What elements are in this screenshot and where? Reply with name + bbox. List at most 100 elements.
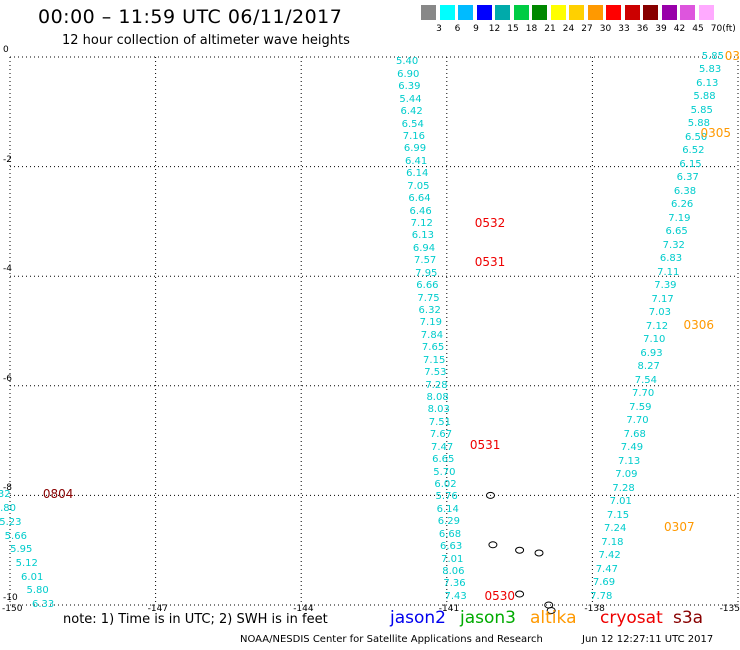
wave-height-value: 7.59 (629, 401, 652, 413)
legend-swatch (606, 5, 621, 20)
satellite-s3a: s3a (673, 608, 704, 628)
legend-swatch (550, 5, 566, 20)
generated-timestamp: Jun 12 12:27:11 UTC 2017 (582, 634, 714, 645)
wave-height-value: 6.13 (411, 230, 435, 242)
satellite-jason2: jason2 (390, 608, 446, 628)
island-outline (515, 546, 525, 554)
pass-time-label: 0531 (469, 438, 501, 453)
map-grid (9, 56, 739, 614)
legend-tick-label: 45 (692, 24, 704, 34)
wave-height-value: 6.39 (398, 81, 421, 93)
legend-swatch (495, 5, 510, 20)
wave-height-value: 5.88 (687, 118, 711, 130)
legend-swatch (587, 5, 603, 20)
legend-swatch (624, 5, 640, 20)
wave-height-value: 6.38 (673, 185, 697, 197)
wave-height-value: 5.80 (26, 585, 49, 597)
island-outline (534, 549, 544, 557)
wave-height-value: 5.12 (15, 557, 38, 569)
latitude-tick-label: -6 (3, 373, 12, 384)
wave-height-value: 7.19 (419, 317, 442, 329)
latitude-tick-label: -10 (3, 593, 18, 603)
wave-height-value: 7.54 (634, 374, 658, 386)
legend-unit: (ft) (722, 24, 736, 34)
wave-height-value: 8.27 (637, 361, 660, 373)
wave-height-value: 6.83 (659, 253, 683, 265)
legend-tick-label: 24 (562, 24, 575, 34)
wave-height-value: 6.50 (684, 131, 708, 143)
wave-height-value: 6.54 (401, 118, 424, 130)
wave-height-value: 5.95 (10, 544, 33, 556)
wave-height-value: 5.23 (0, 516, 22, 528)
longitude-tick-label: -147 (147, 604, 169, 614)
wave-height-value: 7.75 (417, 292, 440, 304)
wave-height-value: 8.06 (442, 565, 465, 577)
wave-height-value: 7.51 (428, 416, 451, 428)
legend-tick-label: 18 (525, 24, 538, 34)
legend-swatch (643, 5, 658, 20)
legend-tick-label: 12 (488, 24, 501, 34)
wave-height-value: 7.19 (668, 212, 691, 224)
wave-height-value: 7.15 (606, 509, 630, 521)
wave-height-value: 8.03 (427, 404, 450, 416)
wave-height-value: 7.24 (604, 523, 627, 535)
wave-height-value: 6.02 (434, 478, 457, 490)
map-plot-area (9, 56, 739, 614)
wave-height-value: 7.65 (421, 342, 445, 354)
wave-height-value: 7.12 (645, 320, 669, 332)
wave-height-value: 7.69 (592, 577, 616, 589)
wave-height-value: 7.43 (444, 590, 467, 602)
legend-tick-label: 6 (454, 24, 461, 34)
legend-swatch (439, 5, 455, 20)
wave-height-value: 8.08 (426, 391, 449, 403)
wave-height-value: 6.13 (696, 77, 719, 89)
wave-height-value: 7.17 (651, 293, 674, 305)
wave-height-value: 6.93 (640, 347, 663, 359)
wave-height-value: 7.53 (424, 367, 447, 379)
wave-height-value: 5.32 (0, 489, 11, 501)
wave-height-value: 6.37 (676, 172, 699, 184)
wave-height-value: 5.66 (4, 530, 27, 542)
wave-height-value: 7.95 (415, 267, 438, 279)
wave-height-value: 7.09 (615, 469, 638, 481)
pass-time-label: 0306 (683, 317, 714, 332)
latitude-tick-label: 0 (3, 45, 9, 55)
wave-height-value: 6.64 (408, 193, 431, 205)
longitude-tick-label: -144 (293, 604, 314, 614)
longitude-tick-label: -135 (719, 604, 740, 614)
wave-height-value: 6.52 (682, 145, 705, 157)
latitude-tick-label: -8 (3, 483, 12, 494)
wave-height-value: 6.41 (405, 155, 428, 167)
wave-height-value: 7.47 (595, 563, 618, 575)
legend-swatch (698, 5, 714, 20)
wave-height-value: 6.99 (403, 143, 427, 155)
island-outline (485, 491, 495, 499)
wave-height-value: 5.85 (701, 51, 724, 62)
wave-height-value: 7.18 (601, 536, 624, 548)
satellite-cryosat: cryosat (600, 608, 663, 628)
map-subtitle: 12 hour collection of altimeter wave hei… (62, 33, 350, 48)
legend-tick-label: 30 (599, 24, 612, 34)
wave-height-value: 7.42 (598, 550, 621, 562)
wave-height-value: 5.40 (395, 56, 419, 68)
credit-text: NOAA/NESDIS Center for Satellite Applica… (240, 634, 543, 645)
wave-height-value: 6.26 (671, 199, 694, 211)
wave-height-value: 7.28 (612, 482, 635, 494)
wave-height-value: 7.28 (425, 379, 448, 391)
wave-height-value: 6.65 (432, 454, 455, 466)
legend-tick-label: 36 (636, 24, 649, 34)
wave-height-value: 5.70 (433, 466, 456, 478)
legend-swatch (661, 5, 677, 20)
wave-height-value: 7.67 (429, 429, 453, 441)
wave-height-value: 7.70 (626, 415, 649, 427)
wave-height-value: 7.36 (443, 578, 466, 590)
wave-height-value: 5.44 (399, 93, 422, 105)
wave-height-value: 7.16 (402, 131, 425, 143)
wave-height-value: 6.66 (416, 280, 439, 292)
legend-swatch (680, 5, 695, 20)
legend-tick-label: 33 (618, 24, 630, 34)
legend-tick-label: 27 (581, 24, 593, 34)
wave-height-value: 7.01 (441, 553, 464, 565)
pass-time-label: 0804 (42, 487, 74, 502)
